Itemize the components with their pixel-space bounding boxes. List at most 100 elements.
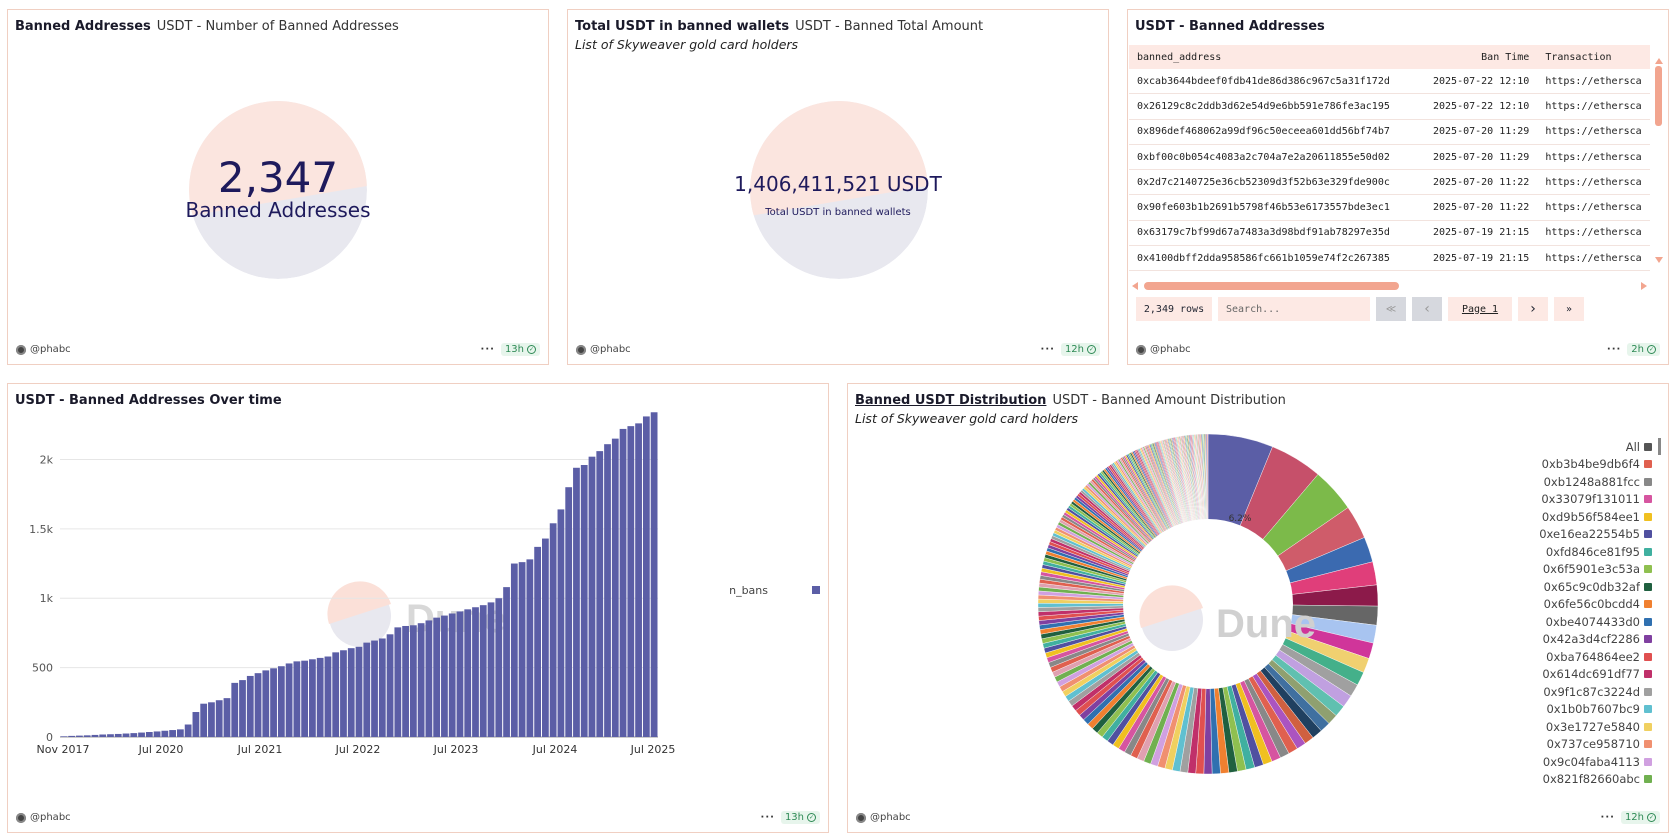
bar[interactable] <box>184 724 192 737</box>
bar[interactable] <box>619 428 627 737</box>
cell-transaction[interactable]: https://ethersca <box>1537 194 1650 221</box>
legend-item[interactable]: 0x3e1727e5840 <box>1522 718 1652 736</box>
legend-item[interactable]: 0xbe4074433d0 <box>1522 613 1652 631</box>
bar[interactable] <box>441 615 448 737</box>
cell-transaction[interactable]: https://ethersca <box>1537 93 1650 120</box>
bar[interactable] <box>76 735 83 737</box>
author[interactable]: @phabc <box>856 812 911 823</box>
legend-scrollbar[interactable] <box>1658 438 1661 455</box>
bar[interactable] <box>557 509 565 737</box>
bar[interactable] <box>231 682 239 737</box>
bar[interactable] <box>542 538 549 737</box>
bar[interactable] <box>386 634 394 737</box>
bar[interactable] <box>169 730 176 737</box>
more-options-icon[interactable]: ··· <box>760 812 775 823</box>
bar[interactable] <box>192 712 200 737</box>
bar[interactable] <box>611 438 619 737</box>
bar[interactable] <box>394 627 402 737</box>
bar[interactable] <box>301 660 309 737</box>
more-options-icon[interactable]: ··· <box>1606 344 1622 355</box>
cell-transaction[interactable]: https://ethersca <box>1537 119 1650 145</box>
bar[interactable] <box>145 732 153 737</box>
legend-item[interactable]: 0x9c04faba4113 <box>1522 753 1652 771</box>
bar[interactable] <box>604 444 611 737</box>
bar[interactable] <box>200 703 208 737</box>
donut-legend[interactable]: All 0xb3b4be9db6f4 0xb1248a881fcc 0x33079f1… <box>1522 438 1652 788</box>
bar[interactable] <box>573 467 580 737</box>
cell-transaction[interactable]: https://ethersca <box>1537 169 1650 196</box>
bar[interactable] <box>285 663 293 737</box>
bar[interactable] <box>417 623 425 737</box>
bar[interactable] <box>122 733 130 737</box>
chart-legend[interactable]: n_bans <box>729 584 820 597</box>
panel-title-text[interactable]: USDT - Banned Addresses <box>1135 19 1325 34</box>
table-row[interactable]: 0x4100dbff2dda958586fc661b1059e74f2c2673… <box>1129 245 1650 272</box>
legend-item[interactable]: 0xe16ea22554b5 <box>1522 526 1652 544</box>
bar[interactable] <box>239 680 246 737</box>
legend-item[interactable]: 0xb3b4be9db6f4 <box>1522 456 1652 474</box>
column-header-banned-address[interactable]: banned_address <box>1129 45 1425 69</box>
author[interactable]: @phabc <box>16 344 71 355</box>
more-options-icon[interactable]: ··· <box>480 344 495 355</box>
bar[interactable] <box>262 670 270 737</box>
prev-page-button[interactable]: ‹ <box>1412 297 1442 321</box>
bar[interactable] <box>347 648 355 737</box>
legend-item[interactable]: 0xfd846ce81f95 <box>1522 543 1652 561</box>
next-page-button[interactable]: › <box>1518 297 1548 321</box>
column-header-ban-time[interactable]: Ban Time <box>1425 45 1538 69</box>
bar[interactable] <box>425 620 433 737</box>
bar[interactable] <box>215 700 223 737</box>
bar[interactable] <box>526 559 534 737</box>
legend-item[interactable]: 0x821f82660abc <box>1522 771 1652 789</box>
horizontal-scrollbar[interactable] <box>1132 282 1647 290</box>
legend-item[interactable]: 0xba764864ee2 <box>1522 648 1652 666</box>
bar[interactable] <box>402 625 409 737</box>
legend-item[interactable]: 0x1b0b7607bc9 <box>1522 701 1652 719</box>
bar[interactable] <box>355 646 363 737</box>
legend-item[interactable]: 0x614dc691df77 <box>1522 666 1652 684</box>
refresh-badge[interactable]: 2h ✓ <box>1627 343 1660 356</box>
bar[interactable] <box>565 487 573 737</box>
cell-transaction[interactable]: https://ethersca <box>1537 144 1650 171</box>
panel-title-text[interactable]: Total USDT in banned wallets <box>575 19 790 34</box>
bar[interactable] <box>549 523 557 737</box>
bar[interactable] <box>114 733 122 737</box>
scroll-left-icon[interactable] <box>1132 282 1138 290</box>
search-input[interactable]: Search... <box>1218 297 1370 321</box>
author[interactable]: @phabc <box>16 812 71 823</box>
bar[interactable] <box>91 734 99 737</box>
cell-transaction[interactable]: https://ethersca <box>1537 69 1650 95</box>
bar[interactable] <box>495 598 503 737</box>
bar[interactable] <box>635 423 642 737</box>
bar[interactable] <box>479 605 487 737</box>
bar[interactable] <box>332 652 340 737</box>
legend-item[interactable]: 0xd9b56f584ee1 <box>1522 508 1652 526</box>
vertical-scrollbar[interactable] <box>1655 58 1663 263</box>
scroll-right-icon[interactable] <box>1641 282 1647 290</box>
bar[interactable] <box>270 668 277 737</box>
bar[interactable] <box>487 602 495 737</box>
bar[interactable] <box>371 640 378 737</box>
bar[interactable] <box>340 650 347 737</box>
refresh-badge[interactable]: 12h ✓ <box>1060 343 1100 356</box>
legend-item[interactable]: 0x65c9c0db32af <box>1522 578 1652 596</box>
legend-item[interactable]: All <box>1522 438 1652 456</box>
bar[interactable] <box>161 730 169 737</box>
bar[interactable] <box>107 734 114 737</box>
legend-item[interactable]: 0x6f5901e3c53a <box>1522 561 1652 579</box>
bar[interactable] <box>464 609 472 737</box>
legend-item[interactable]: 0x42a3d4cf2286 <box>1522 631 1652 649</box>
bar[interactable] <box>99 734 107 737</box>
scrollbar-thumb[interactable] <box>1655 66 1662 126</box>
bar[interactable] <box>324 656 332 737</box>
bar[interactable] <box>534 546 542 737</box>
refresh-badge[interactable]: 12h ✓ <box>1620 811 1660 824</box>
refresh-badge[interactable]: 13h ✓ <box>780 811 820 824</box>
bar[interactable] <box>510 563 518 737</box>
legend-item[interactable]: 0x33079f131011 <box>1522 491 1652 509</box>
panel-title-text[interactable]: USDT - Banned Addresses Over time <box>15 393 282 408</box>
bar[interactable] <box>254 673 262 737</box>
bar[interactable] <box>642 416 650 737</box>
legend-item[interactable]: 0x737ce958710 <box>1522 736 1652 754</box>
bar[interactable] <box>588 456 596 737</box>
